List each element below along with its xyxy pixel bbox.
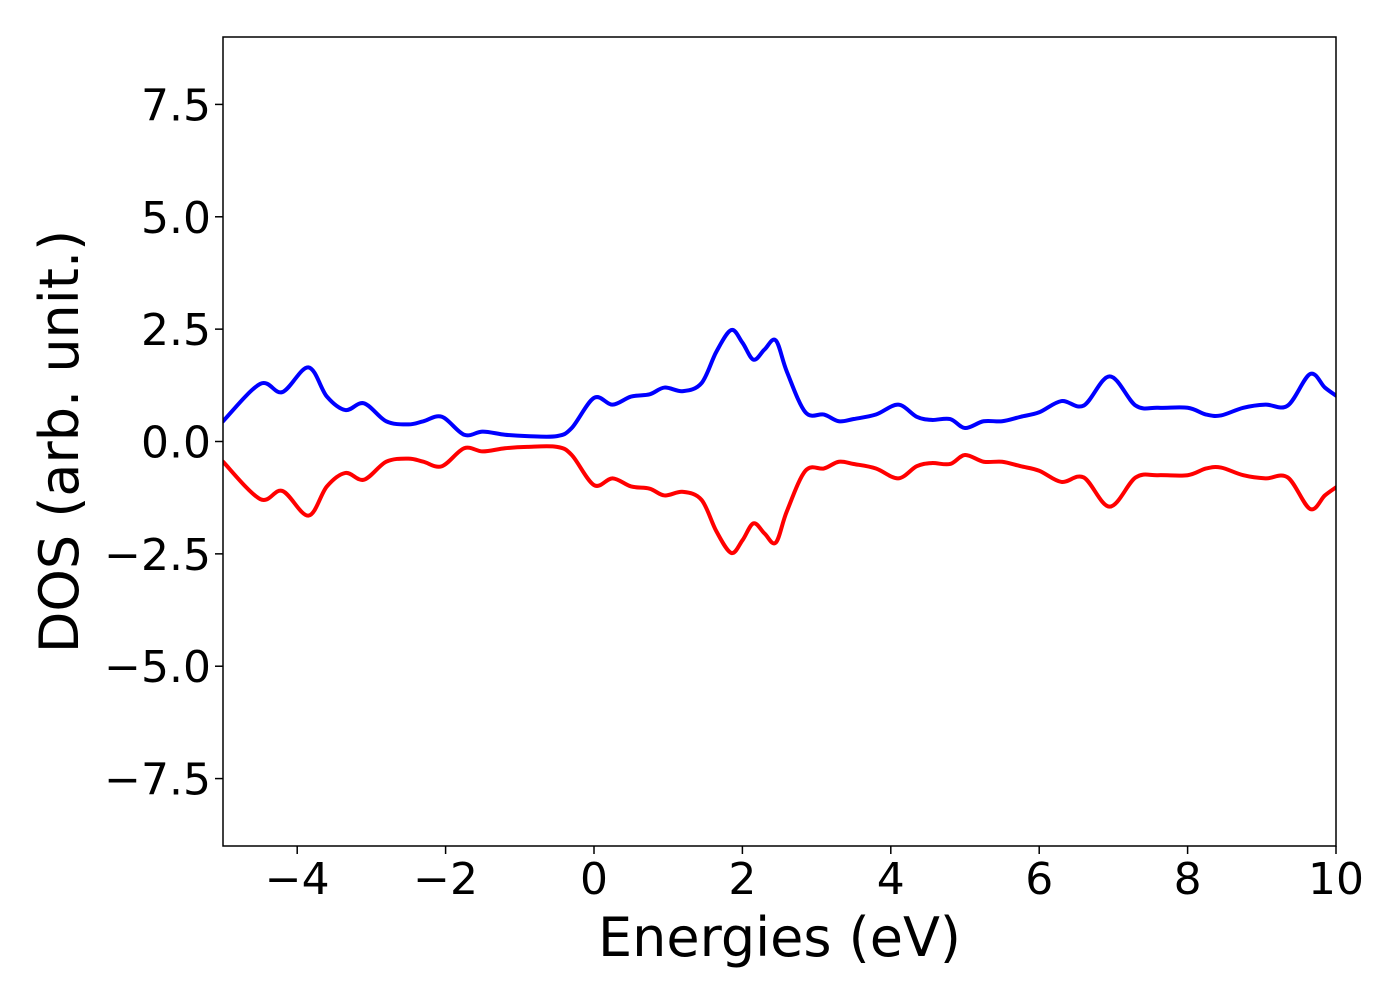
x-tick-label: 0 <box>580 854 608 905</box>
y-tick-label: −5.0 <box>104 642 211 693</box>
x-tick-label: −4 <box>265 854 330 905</box>
x-tick-label: −2 <box>413 854 478 905</box>
x-tick-label: 2 <box>728 854 756 905</box>
y-tick-label: 5.0 <box>141 193 211 244</box>
y-tick-label: −2.5 <box>104 530 211 581</box>
y-axis-label: DOS (arb. unit.) <box>28 230 91 653</box>
x-tick-label: 8 <box>1174 854 1202 905</box>
series-layer <box>223 327 1336 556</box>
y-tick-label: 2.5 <box>141 305 211 356</box>
x-tick-label: 6 <box>1025 854 1053 905</box>
series-line-1 <box>223 444 1336 556</box>
x-axis: −4 −2 0 2 4 6 8 10 <box>265 846 1364 905</box>
plot-frame <box>222 36 1337 847</box>
x-tick-label: 10 <box>1308 854 1364 905</box>
y-tick-label: 7.5 <box>141 80 211 131</box>
x-tick-label: 4 <box>877 854 905 905</box>
y-axis: −7.5 −5.0 −2.5 0.0 2.5 5.0 7.5 <box>104 80 223 806</box>
x-axis-label: Energies (eV) <box>598 906 961 969</box>
y-tick-label: −7.5 <box>104 755 211 806</box>
series-line-0 <box>223 327 1336 439</box>
y-tick-label: 0.0 <box>141 418 211 469</box>
